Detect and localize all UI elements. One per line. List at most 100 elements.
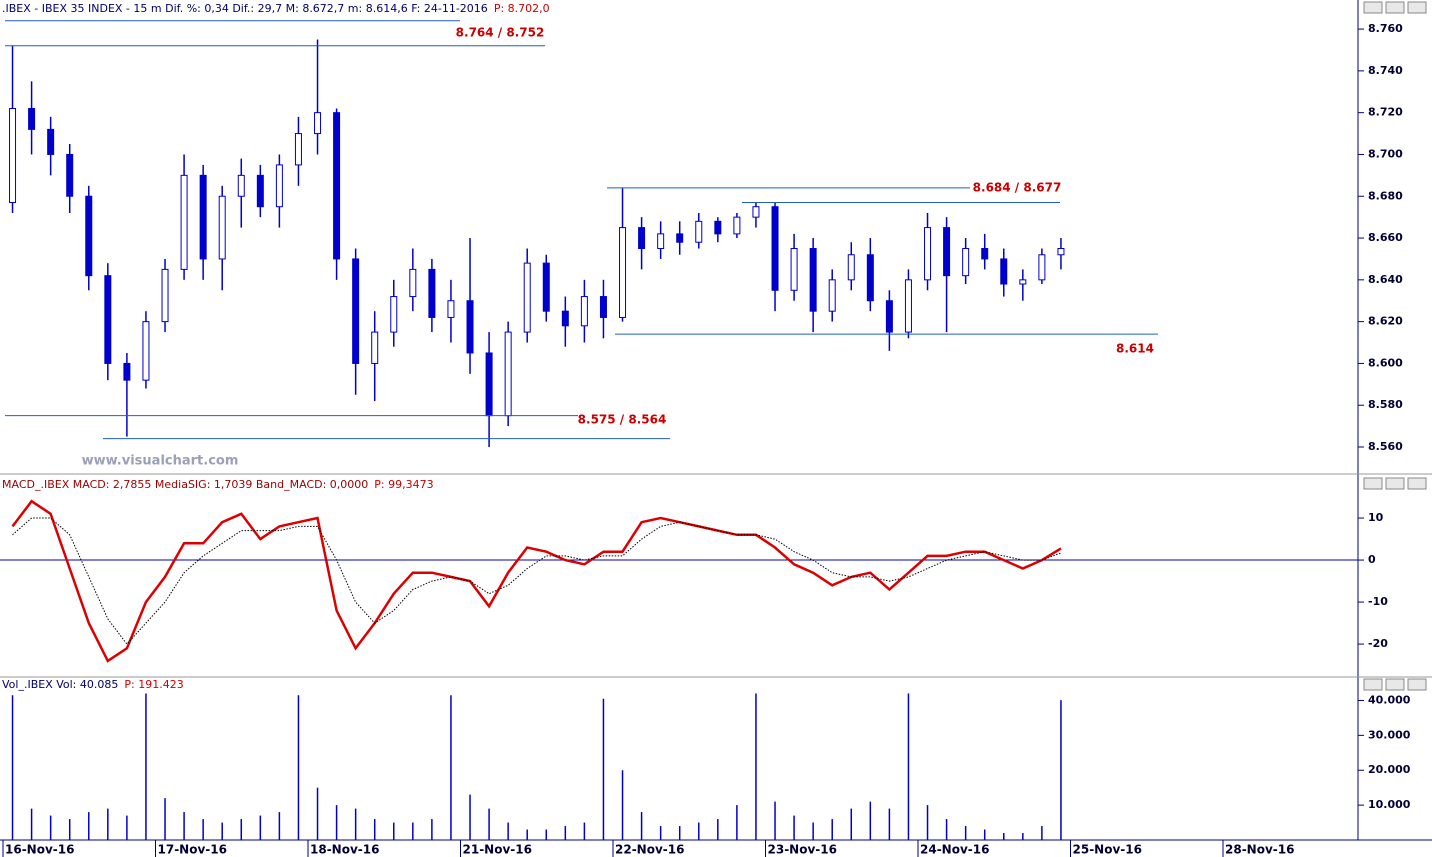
candle-body [9, 107, 17, 204]
level-label: 8.575 / 8.564 [578, 413, 667, 427]
y-tick-label: 10.000 [1368, 798, 1411, 811]
signal-line [12, 517, 1062, 645]
candle-body [676, 233, 684, 243]
x-tick-label: 28-Nov-16 [1225, 843, 1294, 857]
y-tick-label: -10 [1368, 595, 1388, 608]
candle-body [790, 247, 798, 291]
candle-body [714, 220, 722, 235]
watermark: www.visualchart.com [82, 454, 239, 469]
candle-body [981, 247, 989, 260]
candle-body [256, 174, 264, 208]
candle-body [314, 112, 322, 135]
candle-body [1057, 247, 1065, 256]
y-tick-label: 8.720 [1368, 106, 1403, 119]
y-tick-label: 8.740 [1368, 64, 1403, 77]
candle-body [771, 206, 779, 291]
candle-body [447, 300, 455, 318]
header-extra: P: 8.702,0 [494, 2, 550, 15]
candle-body [371, 331, 379, 364]
candle-body [1019, 279, 1027, 285]
x-tick-label: 23-Nov-16 [768, 843, 837, 857]
y-tick-label: 8.600 [1368, 356, 1403, 369]
level-label: 8.614 [1116, 342, 1154, 356]
y-tick-label: -20 [1368, 637, 1388, 650]
candle-body [733, 216, 741, 235]
close-button[interactable] [1407, 1, 1427, 14]
header-extra: P: 99,3473 [374, 478, 433, 491]
y-tick-label: 0 [1368, 553, 1376, 566]
candle-body [962, 247, 970, 277]
minimize-button[interactable] [1363, 678, 1383, 691]
candle-body [580, 296, 588, 327]
y-tick-label: 8.700 [1368, 147, 1403, 160]
candle-body [599, 296, 607, 318]
y-tick-label: 8.560 [1368, 440, 1403, 453]
y-tick-label: 10 [1368, 511, 1384, 524]
candle-body [237, 174, 245, 197]
candle-body [504, 331, 512, 417]
candle-body [885, 300, 893, 333]
candle-body [619, 227, 627, 318]
header-text: .IBEX - IBEX 35 INDEX - 15 m Dif. %: 0,3… [2, 2, 488, 15]
vol-header: Vol_.IBEX Vol: 40.085 P: 191.423 [2, 678, 184, 691]
candle-body [28, 107, 36, 130]
level-label: 8.684 / 8.677 [973, 181, 1062, 195]
x-tick-label: 22-Nov-16 [615, 843, 684, 857]
candle-body [428, 268, 436, 318]
candle-body [66, 153, 74, 197]
header-extra: P: 191.423 [124, 678, 183, 691]
candle-body [904, 279, 912, 333]
price-header: .IBEX - IBEX 35 INDEX - 15 m Dif. %: 0,3… [2, 2, 550, 15]
candle-body [123, 362, 131, 381]
maximize-button[interactable] [1385, 477, 1405, 490]
x-tick-label: 21-Nov-16 [463, 843, 532, 857]
y-tick-label: 20.000 [1368, 763, 1411, 776]
candle-body [199, 174, 207, 260]
candle-body [275, 164, 283, 208]
y-tick-label: 8.760 [1368, 22, 1403, 35]
candle-body [657, 233, 665, 249]
y-tick-label: 40.000 [1368, 693, 1411, 706]
header-text: MACD_.IBEX MACD: 2,7855 MediaSIG: 1,7039… [2, 478, 368, 491]
macd-header: MACD_.IBEX MACD: 2,7855 MediaSIG: 1,7039… [2, 478, 434, 491]
minimize-button[interactable] [1363, 477, 1383, 490]
maximize-button[interactable] [1385, 678, 1405, 691]
candle-body [638, 227, 646, 249]
y-tick-label: 8.620 [1368, 315, 1403, 328]
x-tick-label: 24-Nov-16 [920, 843, 989, 857]
close-button[interactable] [1407, 678, 1427, 691]
maximize-button[interactable] [1385, 1, 1405, 14]
y-tick-label: 8.660 [1368, 231, 1403, 244]
candle-body [466, 300, 474, 354]
candle-body [485, 352, 493, 417]
candle-body [542, 262, 550, 312]
candle-body [85, 195, 93, 277]
candle-body [104, 275, 112, 364]
candle-body [1038, 254, 1046, 281]
candle-body [943, 227, 951, 277]
candle-body [218, 195, 226, 260]
candle-body [352, 258, 360, 364]
candle-body [924, 227, 932, 281]
candle-body [752, 206, 760, 218]
x-tick-label: 18-Nov-16 [310, 843, 379, 857]
y-tick-label: 30.000 [1368, 728, 1411, 741]
y-tick-label: 8.680 [1368, 189, 1403, 202]
candle-body [390, 296, 398, 333]
candle-body [409, 268, 417, 298]
candle-body [828, 279, 836, 312]
x-tick-label: 16-Nov-16 [5, 843, 74, 857]
candle-body [142, 321, 150, 381]
level-label: 8.764 / 8.752 [456, 26, 545, 40]
candle-body [161, 268, 169, 323]
candle-body [523, 262, 531, 333]
macd-line [11, 499, 1062, 663]
minimize-button[interactable] [1363, 1, 1383, 14]
candle-body [561, 310, 569, 327]
candle-body [180, 174, 188, 270]
candle-body [866, 254, 874, 302]
close-button[interactable] [1407, 477, 1427, 490]
candle-body [333, 112, 341, 260]
